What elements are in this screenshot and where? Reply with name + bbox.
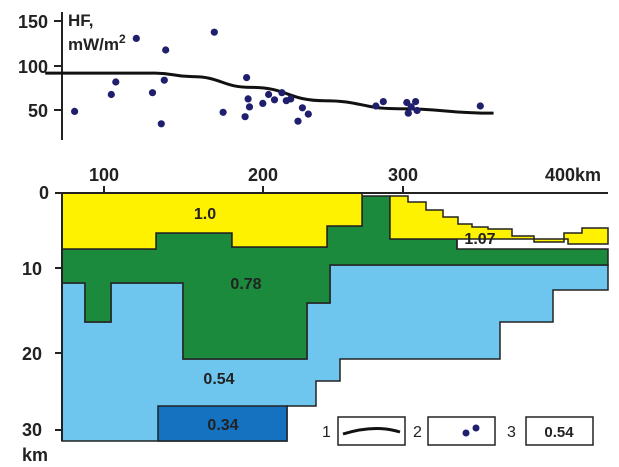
label-yellow: 1.0 [194,206,216,223]
heat-flow-trend-line [45,71,494,115]
heat-flow-panel: 150 100 50 HF, mW/m2 [18,11,494,140]
legend: 1 2 3 0.54 [322,416,594,446]
heat-flow-point [270,96,279,104]
heat-flow-point [413,106,421,115]
hf-tick-label-50: 50 [28,101,48,121]
heat-flow-point [379,98,387,106]
heat-flow-point [210,28,218,36]
distance-tick-400km: 400km [545,165,601,185]
heat-flow-point [298,104,306,112]
distance-axis: 100 200 300 400km [89,165,601,193]
depth-unit: km [22,445,48,465]
layer-yellow-right [389,195,609,249]
heat-flow-point [407,103,415,111]
depth-tick-10: 10 [22,259,42,279]
layer-yellow-left [61,192,363,250]
heat-flow-point [287,95,295,103]
label-lightblue: 0.54 [203,371,234,388]
heat-flow-point [160,76,168,84]
depth-tick-20: 20 [22,344,42,364]
layer-lightblue [61,264,609,442]
heat-flow-point [476,102,484,110]
heat-flow-point [243,74,251,82]
heat-flow-point [162,46,170,54]
heat-flow-point [265,90,273,99]
distance-tick-200: 200 [248,165,278,185]
heat-flow-point [241,113,249,121]
heat-flow-point [219,108,227,116]
heat-flow-point [148,89,157,97]
heat-flow-point [278,89,286,97]
legend-number-1: 1 [322,424,331,441]
hf-tick-label-150: 150 [18,12,48,32]
hf-axis-unit: mW/m2 [68,32,126,54]
label-green: 0.78 [230,276,261,293]
heat-flow-point [112,78,120,86]
heat-flow-point [107,90,115,99]
hf-unit-text: mW/m [68,35,119,54]
legend-number-3: 3 [507,424,516,441]
legend-number-2: 2 [413,424,422,441]
heat-flow-point [157,120,165,128]
heat-flow-point [245,103,254,111]
legend-point-symbol-a [462,429,470,437]
legend-point-symbol-b [472,424,480,432]
hf-unit-sup: 2 [119,32,126,46]
heat-flow-point [132,34,140,43]
legend-box-2 [427,416,496,446]
heat-flow-point [294,117,302,125]
label-yellow-right: 1.07 [464,231,495,248]
depth-tick-30: 30 [22,420,42,440]
hf-tick-label-100: 100 [18,57,48,77]
heat-flow-point [404,109,412,117]
heat-flow-point [71,107,79,115]
legend-box-3 [525,416,594,446]
heat-flow-points [71,28,484,128]
depth-tick-0: 0 [39,183,49,203]
distance-tick-100: 100 [89,165,119,185]
heat-flow-point [244,95,252,103]
heat-flow-point [403,98,411,107]
label-darkblue: 0.34 [207,417,238,434]
heat-flow-point [304,110,312,118]
distance-tick-300: 300 [388,165,418,185]
heat-flow-point [372,102,380,110]
layer-darkblue [157,405,288,442]
cross-section: 0 10 20 30 km 1.0 1.07 0.78 0.54 0.34 [22,183,609,465]
heat-flow-point [259,99,267,107]
hf-axis-title: HF, [68,11,94,30]
legend-value-3: 0.54 [544,424,574,441]
legend-line-symbol [342,427,401,436]
heat-flow-point [412,98,420,106]
